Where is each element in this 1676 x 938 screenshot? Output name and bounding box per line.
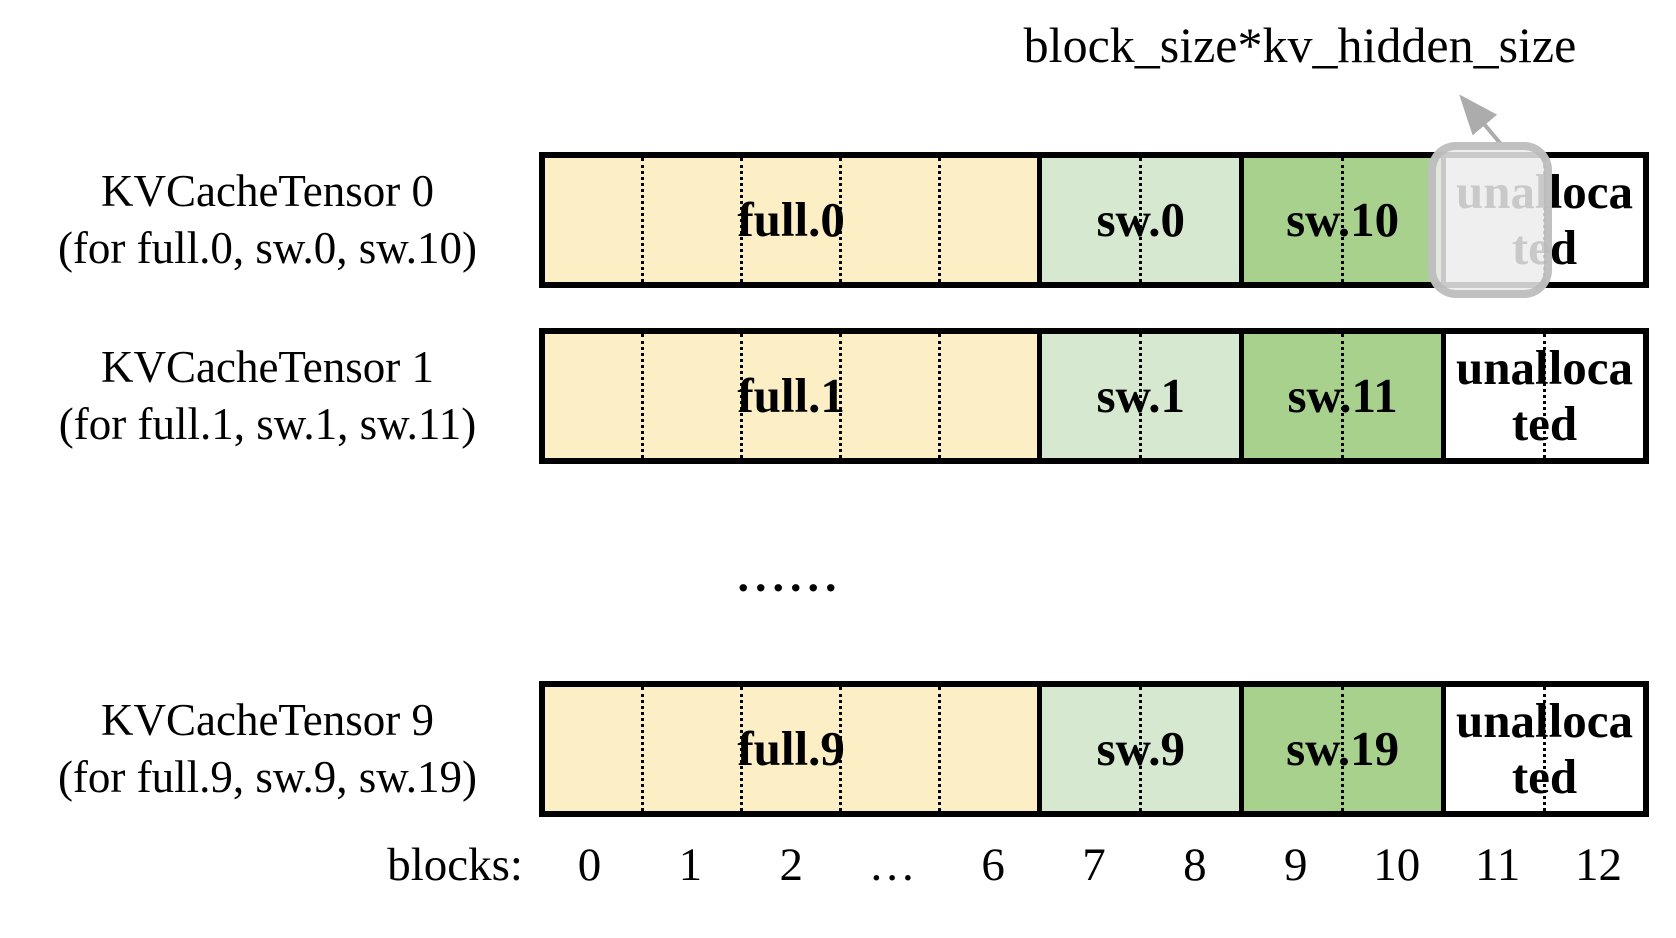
axis-tick: 2 <box>779 839 804 891</box>
block-cell <box>1446 687 1543 811</box>
block-cell <box>1042 334 1139 458</box>
axis-tick: 0 <box>577 839 602 891</box>
tensor-1-subtitle: (for full.1, sw.1, sw.11) <box>58 399 477 449</box>
axis-tick: 11 <box>1474 839 1521 891</box>
block-cell <box>938 334 1037 458</box>
block-cell <box>641 687 740 811</box>
block-size-annotation: block_size*kv_hidden_size <box>1023 17 1577 73</box>
block-cell <box>545 687 641 811</box>
block-cell <box>1446 334 1543 458</box>
block-highlight <box>1427 142 1552 298</box>
axis-tick: 9 <box>1284 839 1308 891</box>
tensor-row-0: KVCacheTensor 0 (for full.0, sw.0, sw.10… <box>0 142 1676 298</box>
tensor-9-section-sw: sw.9 <box>1037 687 1240 811</box>
block-cell <box>1244 334 1341 458</box>
block-cell <box>1244 158 1341 282</box>
block-cell <box>545 334 641 458</box>
tensor-9-section-full: full.9 <box>545 687 1038 811</box>
block-cell <box>1139 158 1239 282</box>
tensor-1-title: KVCacheTensor 1 <box>101 342 434 392</box>
tensor-1-bar: full.1 sw.1 sw.11 unalloca ted <box>539 328 1649 464</box>
blocks-axis-ticks: 0 1 2 … 6 7 8 9 10 11 12 <box>539 838 1649 892</box>
tensor-1-section-unallocated: unalloca ted <box>1441 334 1643 458</box>
block-cell <box>1341 158 1441 282</box>
axis-tick: 1 <box>678 839 703 891</box>
tensor-0-subtitle: (for full.0, sw.0, sw.10) <box>57 223 478 273</box>
block-cell <box>1139 334 1239 458</box>
tensor-9-title: KVCacheTensor 9 <box>101 695 434 745</box>
tensor-9-subtitle: (for full.9, sw.9, sw.19) <box>57 752 478 802</box>
block-cell <box>1139 687 1239 811</box>
block-cell <box>1341 334 1441 458</box>
tensor-1-section-full: full.1 <box>545 334 1038 458</box>
block-cell <box>740 158 839 282</box>
block-cell <box>641 334 740 458</box>
axis-tick: 7 <box>1082 839 1106 891</box>
tensor-9-section-unallocated: unalloca ted <box>1441 687 1643 811</box>
tensor-0-section-sw-late: sw.10 <box>1239 158 1442 282</box>
block-cell <box>839 687 938 811</box>
axis-tick: 10 <box>1373 839 1421 891</box>
block-cell <box>839 334 938 458</box>
rows-ellipsis: ...... <box>737 550 843 601</box>
block-cell <box>1042 158 1139 282</box>
blocks-axis: blocks: 0 1 2 … 6 7 8 9 10 11 12 <box>0 838 1676 892</box>
block-cell <box>1042 687 1139 811</box>
block-cell <box>1543 158 1643 282</box>
blocks-axis-label: blocks: <box>387 839 523 891</box>
block-cell <box>1341 687 1441 811</box>
axis-tick: … <box>868 839 916 891</box>
block-cell <box>740 334 839 458</box>
tensor-row-1: KVCacheTensor 1 (for full.1, sw.1, sw.11… <box>0 328 1676 464</box>
axis-tick: 8 <box>1183 839 1207 891</box>
tensor-9-section-sw-late: sw.19 <box>1239 687 1442 811</box>
block-cell <box>545 158 641 282</box>
arrow-line <box>1459 94 1502 145</box>
tensor-0-section-full: full.0 <box>545 158 1038 282</box>
block-cell <box>938 158 1037 282</box>
tensor-0-title: KVCacheTensor 0 <box>101 166 434 216</box>
block-cell <box>740 687 839 811</box>
tensor-0-section-sw: sw.0 <box>1037 158 1240 282</box>
axis-tick: 12 <box>1575 839 1623 891</box>
tensor-1-section-sw-late: sw.11 <box>1239 334 1442 458</box>
block-cell <box>839 158 938 282</box>
tensor-1-section-sw: sw.1 <box>1037 334 1240 458</box>
tensor-row-9: KVCacheTensor 9 (for full.9, sw.9, sw.19… <box>0 681 1676 817</box>
block-cell <box>641 158 740 282</box>
block-cell <box>938 687 1037 811</box>
tensor-9-bar: full.9 sw.9 sw.19 unalloca ted <box>539 681 1649 817</box>
axis-tick: 6 <box>981 839 1005 891</box>
block-cell <box>1244 687 1341 811</box>
block-cell <box>1543 334 1643 458</box>
tensor-9-label: KVCacheTensor 9 (for full.9, sw.9, sw.19… <box>10 681 525 817</box>
tensor-0-label: KVCacheTensor 0 (for full.0, sw.0, sw.10… <box>10 152 525 288</box>
block-cell <box>1543 687 1643 811</box>
tensor-0-bar: full.0 sw.0 sw.10 unalloca ted <box>539 142 1649 298</box>
tensor-1-label: KVCacheTensor 1 (for full.1, sw.1, sw.11… <box>10 328 525 464</box>
